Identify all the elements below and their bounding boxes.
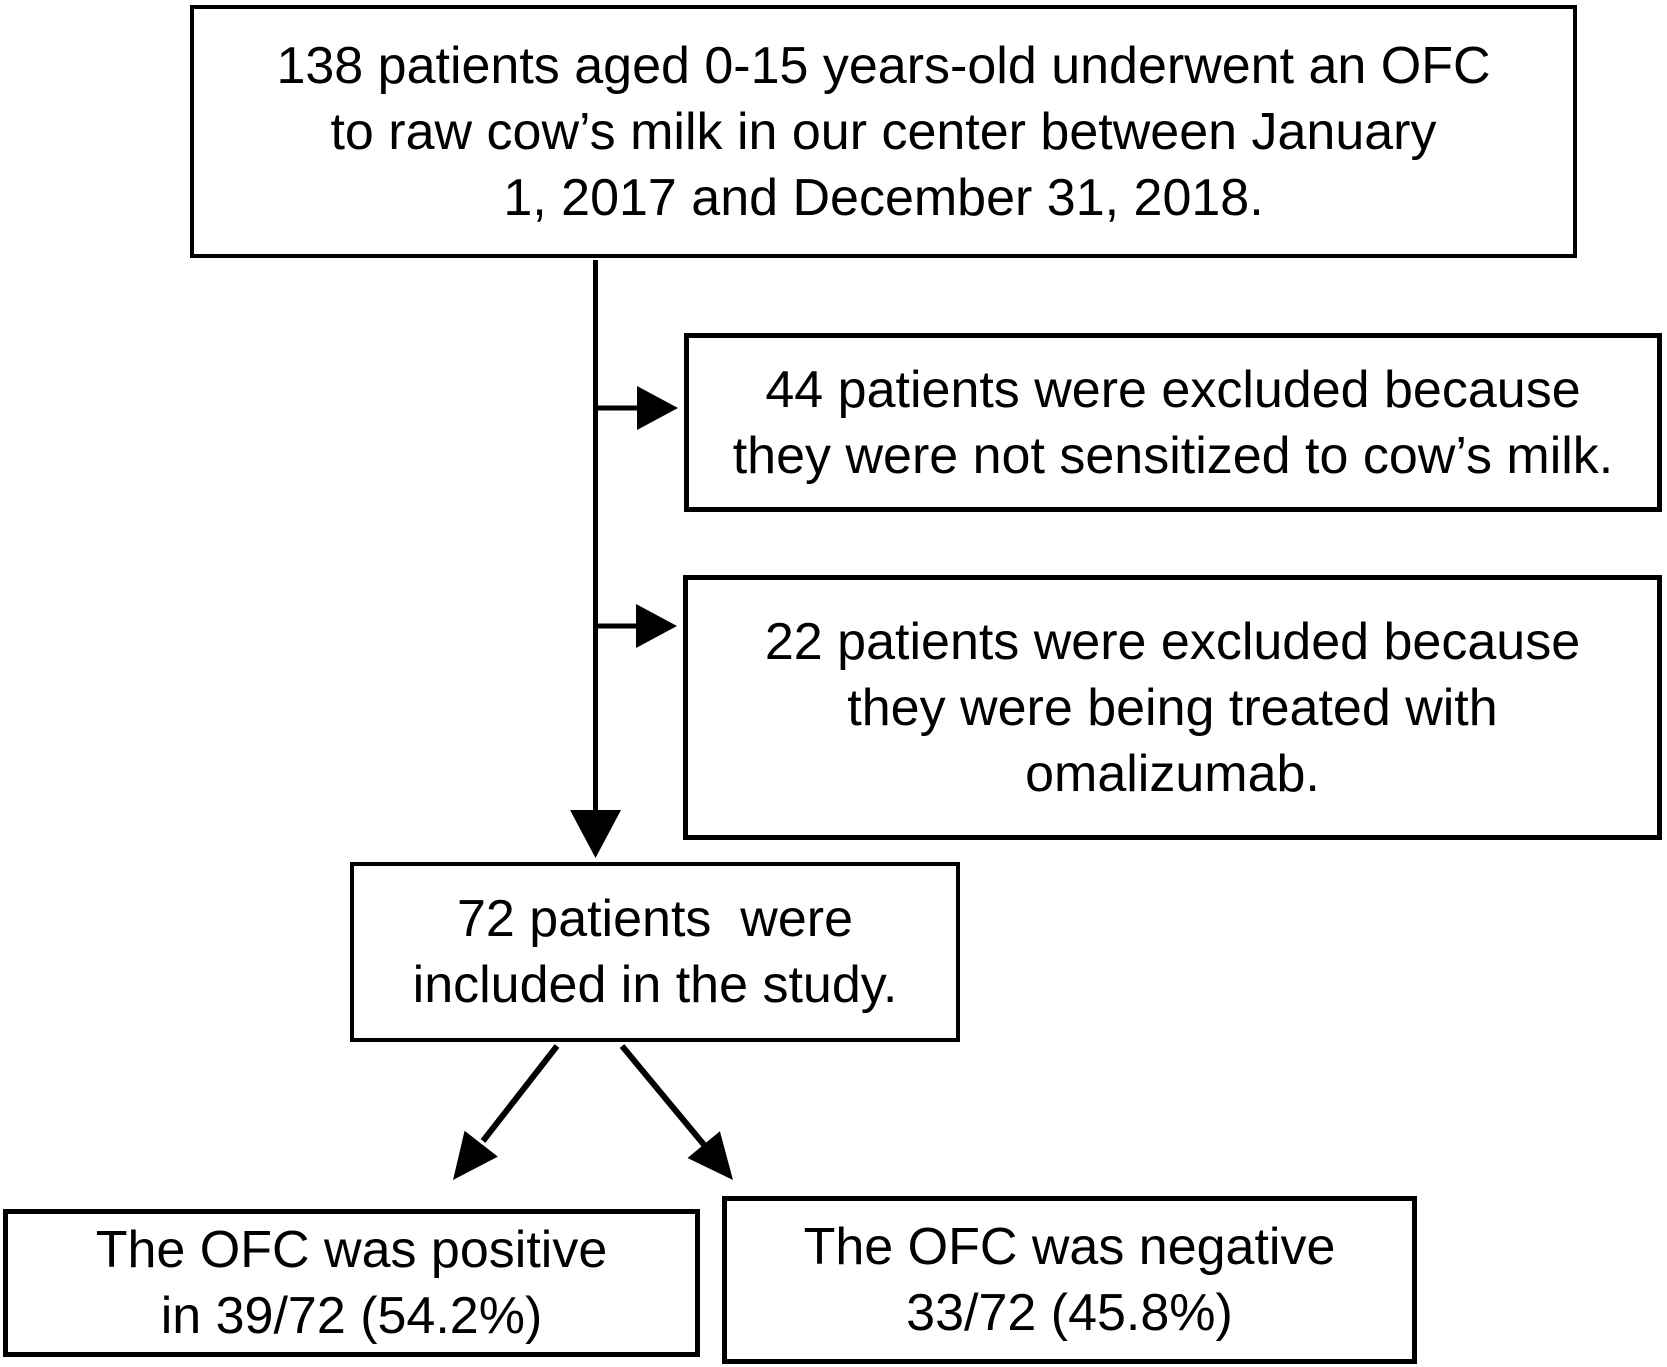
box-excluded-not-sensitized: 44 patients were excluded because they w… <box>684 333 1662 512</box>
box-included-patients: 72 patients were included in the study. <box>350 862 960 1042</box>
arrow-negative-head <box>687 1131 733 1180</box>
box-ofc-negative: The OFC was negative 33/72 (45.8%) <box>722 1196 1417 1364</box>
box-initial-cohort: 138 patients aged 0-15 years-old underwe… <box>190 5 1577 258</box>
box-ofc-positive: The OFC was positive in 39/72 (54.2%) <box>3 1209 700 1357</box>
arrow-positive-head <box>453 1130 498 1180</box>
box-excluded-omalizumab-text: 22 patients were excluded because they w… <box>764 612 1581 803</box>
box-initial-cohort-text: 138 patients aged 0-15 years-old underwe… <box>276 36 1491 227</box>
arrow-excluded-1-head <box>637 386 678 430</box>
box-ofc-positive-text: The OFC was positive in 39/72 (54.2%) <box>95 1221 608 1345</box>
arrow-excluded-2-head <box>636 604 677 648</box>
box-excluded-not-sensitized-text: 44 patients were excluded because they w… <box>732 360 1614 485</box>
arrow-negative-shaft <box>619 1044 708 1148</box>
box-excluded-omalizumab: 22 patients were excluded because they w… <box>683 575 1662 840</box>
arrow-positive-shaft <box>480 1044 560 1143</box>
box-ofc-negative-text: The OFC was negative 33/72 (45.8%) <box>803 1218 1336 1342</box>
box-included-patients-text: 72 patients were included in the study. <box>412 890 898 1014</box>
arrow-main-head <box>570 810 621 858</box>
